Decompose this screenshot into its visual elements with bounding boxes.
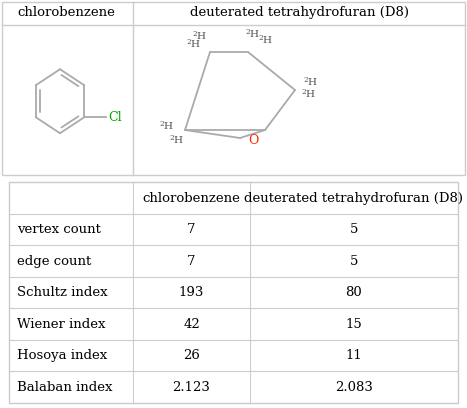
Text: $\mathregular{^2}$H: $\mathregular{^2}$H [169,134,185,146]
Text: chlorobenzene: chlorobenzene [18,6,115,19]
Text: O: O [248,133,258,146]
Text: 5: 5 [350,223,358,236]
Text: $\mathregular{^2}$H: $\mathregular{^2}$H [301,88,317,100]
Text: 7: 7 [187,223,196,236]
Text: 193: 193 [179,286,204,299]
Text: $\mathregular{^2}$H: $\mathregular{^2}$H [245,28,261,40]
Text: $\mathregular{^2}$H: $\mathregular{^2}$H [258,34,274,46]
Text: 11: 11 [346,349,362,362]
Text: $\mathregular{^2}$H: $\mathregular{^2}$H [159,120,175,132]
Text: 15: 15 [346,318,362,331]
Text: Balaban index: Balaban index [17,381,113,394]
Text: vertex count: vertex count [17,223,101,236]
Text: 26: 26 [183,349,200,362]
Text: 42: 42 [183,318,200,331]
Text: Schultz index: Schultz index [17,286,108,299]
Text: Hosoya index: Hosoya index [17,349,107,362]
Text: Cl: Cl [108,111,122,124]
Text: 2.123: 2.123 [172,381,211,394]
Text: chlorobenzene: chlorobenzene [142,192,241,205]
Text: $\mathregular{^2}$H: $\mathregular{^2}$H [186,38,202,50]
Text: $\mathregular{^2}$H: $\mathregular{^2}$H [303,76,318,88]
Text: 7: 7 [187,255,196,268]
Text: deuterated tetrahydrofuran (D8): deuterated tetrahydrofuran (D8) [244,192,463,205]
Text: Wiener index: Wiener index [17,318,106,331]
Text: 80: 80 [346,286,362,299]
Text: 2.083: 2.083 [335,381,373,394]
Text: 5: 5 [350,255,358,268]
Text: $\mathregular{^2}$H: $\mathregular{^2}$H [192,30,208,42]
Text: edge count: edge count [17,255,92,268]
Text: deuterated tetrahydrofuran (D8): deuterated tetrahydrofuran (D8) [190,6,409,19]
